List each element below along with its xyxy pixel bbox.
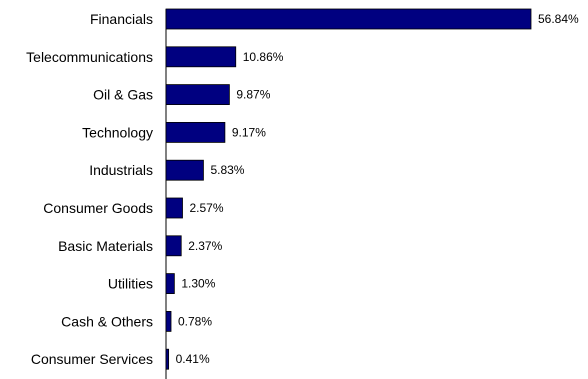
value-label: 56.84% bbox=[538, 12, 579, 26]
value-labels-group: 56.84% 10.86% 9.87% 9.17% 5.83% 2.57% 2.37% 1.3… bbox=[176, 12, 579, 366]
value-label: 5.83% bbox=[210, 163, 244, 177]
bar-basic-materials bbox=[165, 235, 182, 257]
value-label: 10.86% bbox=[243, 50, 284, 64]
bar-consumer-services bbox=[165, 348, 170, 370]
category-label: Industrials bbox=[89, 162, 153, 178]
value-label: 2.57% bbox=[190, 201, 224, 215]
value-label: 0.41% bbox=[176, 352, 210, 366]
bar-oil-gas bbox=[165, 84, 230, 105]
value-label: 0.78% bbox=[178, 314, 212, 328]
category-label: Technology bbox=[82, 124, 153, 140]
bar-utilities bbox=[165, 273, 175, 295]
value-label: 9.17% bbox=[232, 125, 266, 139]
category-label: Consumer Goods bbox=[43, 200, 153, 216]
bar-technology bbox=[165, 122, 226, 143]
value-label: 2.37% bbox=[188, 239, 222, 253]
category-label: Consumer Services bbox=[31, 351, 153, 367]
category-labels-group: Financials Telecommunications Oil & Gas Tec… bbox=[26, 11, 153, 367]
category-label: Utilities bbox=[108, 276, 153, 292]
category-label: Basic Materials bbox=[58, 238, 153, 254]
value-label: 1.30% bbox=[181, 277, 215, 291]
bars-group bbox=[165, 8, 532, 370]
bar-cash-others bbox=[165, 310, 172, 332]
category-label: Oil & Gas bbox=[93, 87, 153, 103]
bar-financials bbox=[165, 8, 532, 30]
bar-telecommunications bbox=[165, 46, 237, 68]
category-label: Telecommunications bbox=[26, 49, 153, 65]
bar-consumer-goods bbox=[165, 197, 183, 219]
category-label: Financials bbox=[90, 11, 153, 27]
bar-industrials bbox=[165, 159, 204, 181]
category-label: Cash & Others bbox=[61, 313, 153, 329]
value-label: 9.87% bbox=[236, 88, 270, 102]
